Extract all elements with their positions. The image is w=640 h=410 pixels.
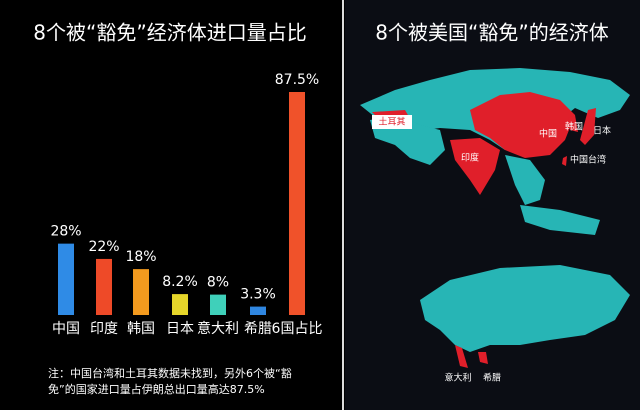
x-tick-label: 日本 [166, 321, 194, 337]
bar [172, 294, 188, 315]
x-tick-label: 韩国 [127, 321, 155, 337]
bar [210, 294, 226, 315]
map-label: 意大利 [444, 372, 471, 384]
value-label: 8% [207, 275, 229, 291]
bar [58, 243, 74, 315]
map-label: 中国台湾 [570, 154, 606, 166]
x-tick-label: 6国占比 [272, 321, 323, 337]
x-tick-label: 希腊 [244, 321, 272, 337]
chart-title: 8个被“豁免”经济体进口量占比 [33, 21, 306, 45]
map-label: 日本 [593, 125, 611, 137]
value-label: 8.2% [162, 274, 198, 290]
bar [133, 269, 149, 315]
value-label: 28% [50, 224, 81, 240]
bar [289, 92, 305, 315]
europe-russia-map [420, 265, 630, 368]
map-label: 土耳其 [378, 116, 405, 128]
bar [250, 306, 266, 315]
value-label: 87.5% [275, 72, 319, 88]
footnote: 注：中国台湾和土耳其数据未找到，另外6个被“豁免”的国家进口量占伊朗总出口量高达… [48, 367, 292, 396]
map-label: 希腊 [483, 372, 501, 384]
label-box [372, 115, 412, 129]
map-background [345, 0, 640, 410]
map-label: 韩国 [565, 121, 583, 133]
value-label: 3.3% [240, 287, 276, 303]
x-tick-label: 意大利 [197, 320, 239, 337]
map-title: 8个被美国“豁免”的经济体 [375, 21, 608, 45]
map-label: 中国 [539, 128, 557, 140]
x-tick-label: 中国 [52, 321, 80, 337]
bar [96, 258, 112, 315]
value-label: 22% [88, 239, 119, 255]
map-label: 印度 [461, 152, 479, 164]
value-label: 18% [125, 249, 156, 265]
x-tick-label: 印度 [90, 321, 118, 337]
